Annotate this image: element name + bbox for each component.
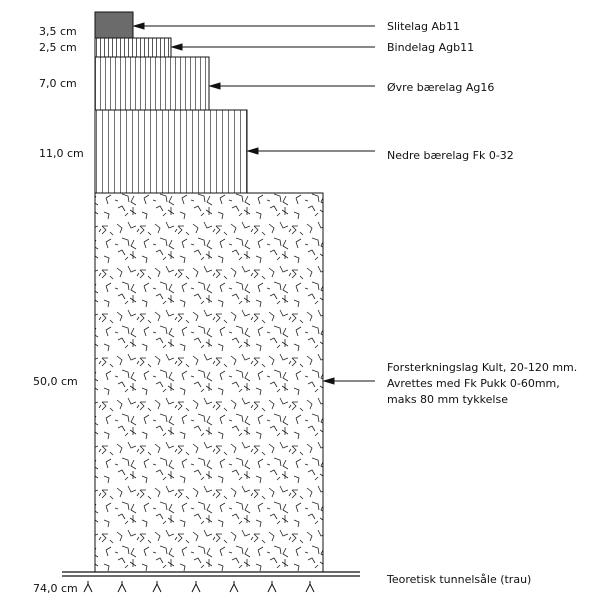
thickness-ovre-baerelag: 7,0 cm <box>39 77 77 90</box>
forsterkningslag-block <box>94 192 324 573</box>
label-tunnel-base: Teoretisk tunnelsåle (trau) <box>386 573 531 586</box>
ovre-baerelag-block <box>94 56 210 111</box>
slitelag-block <box>94 11 134 39</box>
rock-symbols <box>83 581 315 593</box>
thickness-bindelag: 2,5 cm <box>39 41 77 54</box>
thickness-slitelag: 3,5 cm <box>39 25 77 38</box>
label-forsterkningslag-line3: maks 80 mm tykkelse <box>387 393 508 406</box>
bindelag-block <box>94 37 172 58</box>
label-forsterkningslag-line2: Avrettes med Fk Pukk 0-60mm, <box>387 377 560 390</box>
label-ovre-baerelag: Øvre bærelag Ag16 <box>387 81 494 94</box>
thickness-nedre-baerelag: 11,0 cm <box>39 147 84 160</box>
label-bindelag: Bindelag Agb11 <box>387 41 474 54</box>
label-slitelag: Slitelag Ab11 <box>387 20 460 33</box>
label-forsterkningslag-line1: Forsterkningslag Kult, 20-120 mm. <box>387 361 577 374</box>
label-nedre-baerelag: Nedre bærelag Fk 0-32 <box>387 149 514 162</box>
thickness-forsterkningslag: 50,0 cm <box>33 375 78 388</box>
nedre-baerelag-block <box>94 109 248 194</box>
thickness-total: 74,0 cm <box>33 582 78 595</box>
leader-arrows <box>132 22 375 385</box>
